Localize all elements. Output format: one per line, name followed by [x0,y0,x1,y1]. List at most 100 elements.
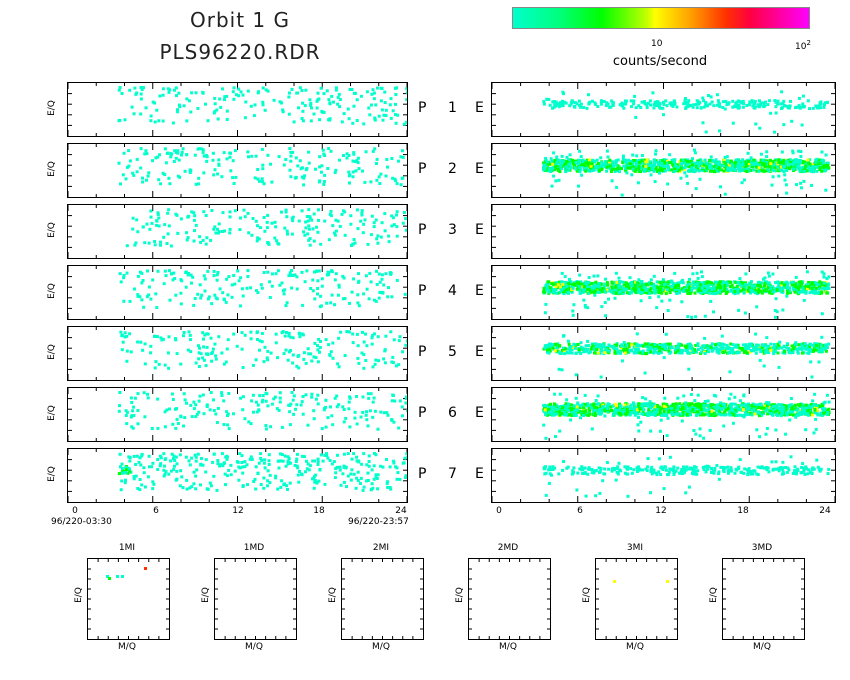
data-pixel [635,332,639,336]
data-pixel [182,334,185,338]
data-pixel [266,241,270,244]
row-number: 5 [448,344,457,360]
data-pixel [334,218,338,222]
data-pixel [815,346,819,349]
data-pixel [179,302,183,306]
data-pixel [781,163,785,167]
data-pixel [741,105,745,109]
data-pixel [612,281,616,285]
data-pixel [552,174,556,178]
data-pixel [633,285,637,289]
data-pixel [593,286,596,290]
data-pixel [394,121,398,125]
data-pixel [602,286,606,290]
data-pixel [190,415,194,419]
data-pixel [684,107,688,110]
data-pixel [808,291,812,295]
data-pixel [278,283,282,287]
data-pixel [688,282,692,286]
data-pixel [348,395,352,399]
data-pixel [176,174,180,178]
data-pixel [598,345,602,349]
data-pixel [695,106,699,110]
data-pixel [337,403,341,407]
data-pixel [202,154,206,158]
data-pixel [158,94,162,98]
data-pixel [766,167,770,171]
data-pixel [754,345,758,349]
data-pixel [800,123,804,127]
data-pixel [767,351,771,355]
data-pixel [634,288,638,291]
data-pixel [138,270,142,274]
data-pixel [117,409,121,413]
data-pixel [662,165,666,168]
data-pixel [255,400,258,404]
data-pixel [129,350,133,354]
data-pixel [342,408,346,411]
data-pixel [391,361,395,365]
data-pixel [752,346,756,350]
data-pixel [609,289,613,293]
data-pixel [758,164,761,168]
data-pixel [618,103,622,107]
data-pixel [724,99,728,103]
left-panel-6 [67,387,408,442]
data-pixel [560,161,564,165]
data-pixel [686,315,690,319]
data-pixel [306,219,310,223]
data-pixel [125,422,129,426]
data-pixel [758,126,762,130]
data-pixel [584,161,588,165]
data-pixel [823,286,827,290]
data-pixel [374,218,378,222]
data-pixel [622,348,626,352]
data-pixel [729,289,733,293]
data-pixel [801,165,805,169]
data-pixel [249,286,253,290]
data-pixel [573,163,577,167]
data-pixel [818,168,822,172]
data-pixel [745,170,749,173]
data-pixel [185,231,188,235]
data-pixel [783,350,787,354]
data-pixel [706,165,710,169]
data-pixel [199,240,203,244]
data-pixel [612,291,616,295]
data-pixel [371,88,375,92]
data-pixel [268,296,272,299]
data-pixel [341,405,345,409]
data-pixel [696,348,700,351]
data-pixel [753,162,757,166]
data-pixel [145,152,149,156]
data-pixel [256,330,259,334]
data-pixel [818,280,822,284]
data-pixel [784,162,788,166]
data-pixel [163,147,167,151]
data-pixel [405,87,407,91]
data-pixel [788,167,792,171]
data-pixel [391,355,395,359]
data-pixel [691,272,695,276]
data-pixel [628,166,632,170]
data-pixel [617,276,621,280]
data-pixel [156,269,160,273]
data-pixel [142,86,145,90]
data-pixel [571,159,575,163]
left-panel-1 [67,82,408,137]
data-pixel [320,304,323,308]
data-pixel [399,183,403,187]
data-pixel [205,403,209,407]
data-pixel [765,155,769,159]
data-pixel [261,394,265,398]
data-pixel [774,111,778,115]
data-pixel [352,151,356,155]
data-pixel [258,348,261,352]
data-pixel [125,334,129,338]
data-pixel [170,392,174,396]
data-pixel [712,170,716,174]
data-pixel [746,160,750,163]
data-pixel [295,287,299,291]
data-pixel [658,349,662,353]
data-pixel [810,166,814,170]
